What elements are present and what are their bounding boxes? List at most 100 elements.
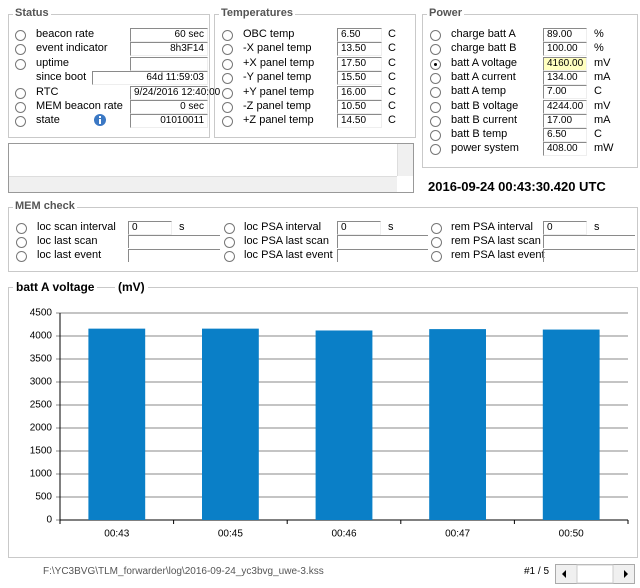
chart-title: batt A voltage <box>13 280 98 294</box>
mem-unit: s <box>388 221 394 233</box>
mem-unit: s <box>179 221 185 233</box>
status-title: Status <box>13 7 51 19</box>
temp-label: -Z panel temp <box>243 100 311 112</box>
mem-check-group <box>8 207 638 272</box>
temp-field: 10.50 <box>337 100 382 114</box>
power-field: 4244.00 <box>543 99 587 114</box>
temp-label: OBC temp <box>243 28 295 40</box>
temp-field: 16.00 <box>337 85 382 100</box>
temp-field: 13.50 <box>337 42 382 57</box>
log-textarea[interactable] <box>8 143 414 193</box>
radio-button[interactable] <box>222 73 233 85</box>
power-field: 6.50 <box>543 128 587 143</box>
power-unit: C <box>594 128 602 141</box>
power-unit: % <box>594 42 604 55</box>
mem-field: 0 <box>543 221 587 235</box>
radio-button[interactable] <box>16 237 27 248</box>
radio-button[interactable] <box>222 44 233 56</box>
power-label: batt A current <box>451 70 516 83</box>
status-label: event indicator <box>36 42 108 55</box>
status-field: 60 sec <box>130 28 208 42</box>
record-counter: #1 / 5 <box>524 566 550 577</box>
info-glyph-dot <box>99 116 101 119</box>
radio-button[interactable] <box>430 87 441 99</box>
record-scrollbar[interactable] <box>555 564 635 584</box>
temp-field: 14.50 <box>337 114 382 129</box>
radio-button[interactable] <box>431 223 442 234</box>
power-field: 7.00 <box>543 85 587 100</box>
power-field: 4160.00 <box>543 56 587 71</box>
radio-button[interactable] <box>15 44 26 56</box>
temp-label: -X panel temp <box>243 42 312 55</box>
radio-button[interactable] <box>222 30 233 41</box>
power-label: batt A voltage <box>451 56 518 69</box>
power-label: charge batt B <box>451 42 517 55</box>
radio-button[interactable] <box>16 251 27 262</box>
power-label: batt B voltage <box>451 99 519 112</box>
temperatures-group <box>214 14 416 138</box>
radio-button[interactable] <box>430 130 441 142</box>
radio-button[interactable] <box>224 237 235 248</box>
radio-button[interactable] <box>15 87 26 99</box>
status-field: 0 sec <box>130 100 208 114</box>
mem-field <box>543 249 635 262</box>
power-unit: mA <box>594 113 611 126</box>
radio-button[interactable] <box>222 58 233 70</box>
temp-unit: C <box>388 56 396 69</box>
temp-unit: C <box>388 85 396 98</box>
radio-button[interactable] <box>430 58 441 70</box>
status-field: 64d 11:59:03 <box>92 71 208 86</box>
power-unit: mW <box>594 142 614 155</box>
radio-button[interactable] <box>15 30 26 41</box>
mem-check-title: MEM check <box>13 200 77 212</box>
radio-button[interactable] <box>224 223 235 234</box>
v-scrollbar[interactable] <box>397 144 413 176</box>
power-label: batt A temp <box>451 85 507 98</box>
h-scrollbar[interactable] <box>9 176 397 192</box>
mem-label: loc PSA last event <box>244 249 333 261</box>
chart-group <box>8 287 638 558</box>
radio-button[interactable] <box>431 251 442 262</box>
temp-field: 6.50 <box>337 28 382 42</box>
power-unit: C <box>594 85 602 98</box>
radio-button[interactable] <box>15 102 26 113</box>
temp-unit: C <box>388 71 396 84</box>
timestamp: 2016-09-24 00:43:30.420 UTC <box>428 179 606 194</box>
mem-field: 0 <box>337 221 381 235</box>
status-label: uptime <box>36 56 70 69</box>
mem-label: loc last event <box>37 249 102 261</box>
radio-button[interactable] <box>222 102 233 113</box>
radio-button[interactable] <box>222 87 233 99</box>
status-field: 9/24/2016 12:40:00 <box>130 85 220 100</box>
radio-button[interactable] <box>430 144 441 156</box>
radio-button[interactable] <box>430 30 441 41</box>
radio-button[interactable] <box>430 115 441 127</box>
power-field: 134.00 <box>543 70 587 85</box>
status-group <box>8 14 210 138</box>
radio-button[interactable] <box>15 116 26 128</box>
temperatures-title: Temperatures <box>219 7 295 19</box>
power-field: 408.00 <box>543 142 587 157</box>
status-label: beacon rate <box>36 28 95 40</box>
power-group <box>422 14 638 168</box>
radio-button[interactable] <box>224 251 235 262</box>
mem-label: rem PSA last scan <box>451 235 541 247</box>
radio-button[interactable] <box>430 101 441 113</box>
mem-label: loc last scan <box>37 235 98 247</box>
radio-button[interactable] <box>430 44 441 56</box>
chart-unit: (mV) <box>115 280 148 294</box>
status-field: 01010011 <box>130 114 208 129</box>
radio-button[interactable] <box>15 58 26 70</box>
radio-button[interactable] <box>16 223 27 234</box>
power-unit: mV <box>594 56 611 69</box>
radio-button[interactable] <box>430 72 441 84</box>
status-label: state <box>36 114 60 127</box>
status-field: 8h3F14 <box>130 42 208 57</box>
mem-unit: s <box>594 221 600 233</box>
radio-button[interactable] <box>431 237 442 248</box>
power-unit: % <box>594 28 604 40</box>
mem-field <box>337 249 428 262</box>
radio-dot <box>434 62 437 66</box>
radio-button[interactable] <box>222 116 233 128</box>
